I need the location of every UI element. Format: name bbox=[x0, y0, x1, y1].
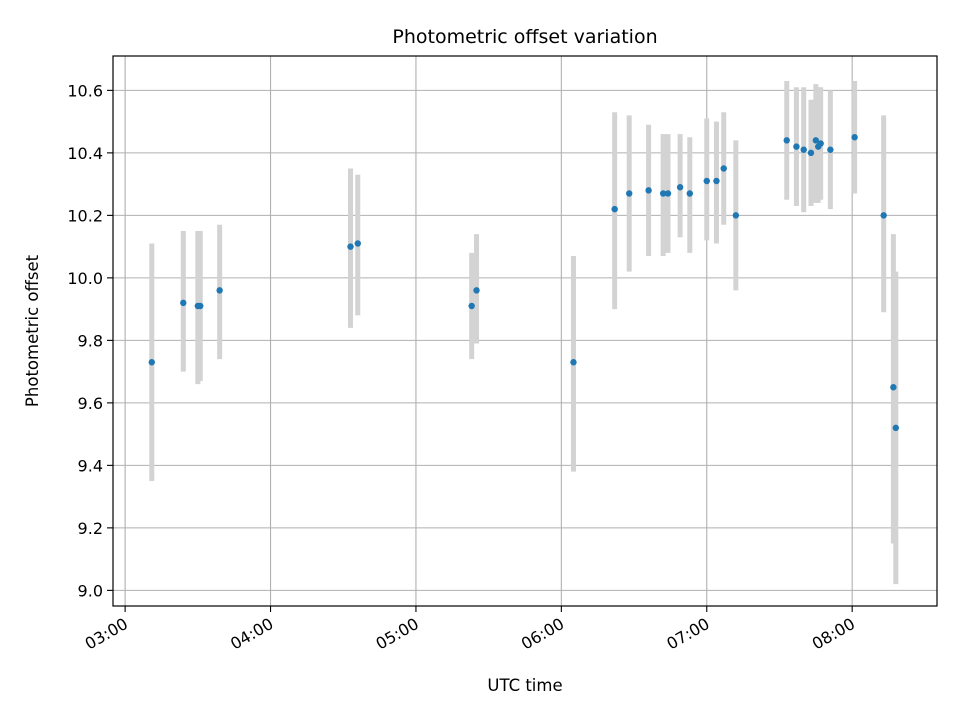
data-point bbox=[148, 359, 155, 366]
data-point bbox=[812, 137, 820, 144]
data-point bbox=[892, 424, 899, 432]
data-point bbox=[851, 134, 858, 141]
data-point bbox=[570, 359, 577, 366]
data-point bbox=[645, 187, 652, 194]
x-axis-title: UTC time bbox=[487, 676, 562, 695]
data-point bbox=[354, 240, 361, 247]
data-point bbox=[686, 190, 693, 197]
y-tick-label: 10.0 bbox=[67, 269, 103, 288]
data-point bbox=[713, 177, 720, 185]
y-tick-label: 9.0 bbox=[78, 581, 103, 600]
data-point bbox=[720, 165, 727, 172]
data-point bbox=[703, 177, 710, 185]
data-point bbox=[827, 146, 834, 153]
data-point bbox=[793, 143, 800, 150]
chart-title: Photometric offset variation bbox=[392, 26, 657, 48]
data-point bbox=[180, 299, 187, 307]
data-point bbox=[807, 149, 815, 157]
data-point bbox=[197, 302, 204, 310]
y-tick-label: 9.6 bbox=[78, 394, 103, 413]
data-point bbox=[664, 190, 672, 197]
y-tick-label: 9.2 bbox=[78, 519, 103, 538]
plot-area-frame bbox=[112, 55, 938, 607]
y-tick-label: 9.4 bbox=[78, 456, 103, 475]
data-point bbox=[676, 184, 684, 191]
y-tick-label: 10.6 bbox=[67, 81, 103, 100]
data-point bbox=[473, 287, 480, 294]
data-point bbox=[817, 140, 824, 147]
data-point bbox=[216, 287, 223, 294]
data-point bbox=[732, 212, 740, 219]
data-point bbox=[659, 190, 667, 197]
y-tick-label: 9.8 bbox=[78, 331, 103, 350]
y-tick-label: 10.4 bbox=[67, 144, 103, 163]
y-axis: 9.0 9.2 9.4 9.6 9.8 10.0 10.2 10.4 10.6 bbox=[67, 81, 113, 600]
y-axis-title: Photometric offset bbox=[23, 254, 42, 407]
data-point bbox=[347, 243, 354, 250]
data-point bbox=[880, 212, 887, 219]
y-tick-label: 10.2 bbox=[67, 206, 103, 225]
data-point bbox=[626, 190, 633, 197]
grid bbox=[113, 56, 937, 606]
data-point bbox=[890, 384, 897, 391]
data-points bbox=[148, 134, 899, 432]
data-point bbox=[468, 302, 475, 310]
data-point bbox=[611, 205, 618, 213]
data-point bbox=[800, 146, 807, 153]
data-point bbox=[783, 137, 790, 144]
